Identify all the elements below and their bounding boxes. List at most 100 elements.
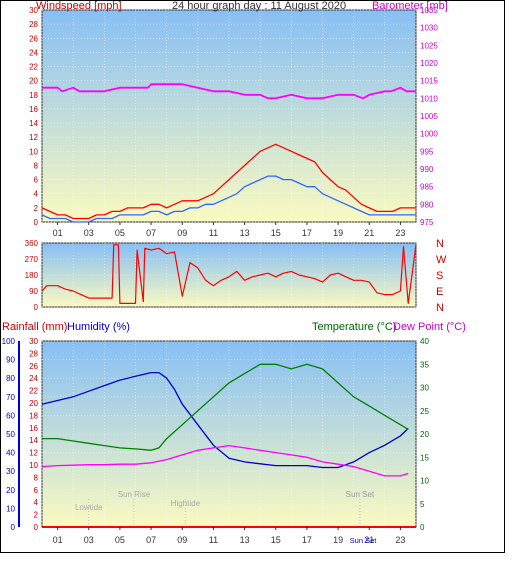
- rainfall-tick-label: 8: [34, 473, 39, 482]
- humidity-tick-label: 30: [6, 467, 15, 476]
- hour-tick-label: 11: [209, 228, 218, 238]
- compass-label: N: [436, 302, 444, 314]
- barometer-series-line: [42, 83, 416, 100]
- barometer-tick-label: 1000: [420, 130, 438, 139]
- barometer-tick-label: 985: [420, 183, 434, 192]
- humidity-axis: 0 10 20 30 40 50 60 70 80 90 100: [2, 337, 16, 532]
- barometer-tick-label: 1030: [420, 24, 438, 33]
- humidity-series-line: [41, 371, 409, 469]
- rainfall-tick-label: 2: [34, 511, 39, 520]
- humidity-tick-label: 100: [2, 337, 16, 346]
- direction-tick-label: 90: [29, 287, 38, 296]
- windspeed-series-line: [41, 143, 416, 220]
- panel-1-series: [41, 83, 416, 223]
- compass-label: E: [436, 286, 443, 298]
- direction-tick-label: 0: [34, 303, 39, 312]
- hour-tick-label: 05: [115, 535, 125, 545]
- temperature-tick-label: 0: [420, 523, 425, 532]
- windspeed-tick-label: 4: [34, 190, 39, 199]
- barometer-axis-label: Barometer [mb]: [372, 0, 448, 12]
- rainfall-tick-label: 22: [29, 387, 38, 396]
- dewpoint-series-line: [41, 444, 409, 477]
- rainfall-tick-label: 20: [29, 399, 38, 408]
- hour-tick-label: 19: [333, 228, 343, 238]
- annotation-label: Hightide: [171, 499, 201, 508]
- compass-label: W: [436, 254, 447, 266]
- temperature-tick-label: 20: [420, 430, 429, 439]
- rainfall-tick-label: 12: [29, 449, 38, 458]
- windspeed-tick-label: 6: [34, 176, 39, 185]
- rainfall-tick-label: 16: [29, 424, 38, 433]
- hour-tick-label: 17: [302, 228, 312, 238]
- rainfall-tick-label: 28: [29, 349, 38, 358]
- windspeed-tick-label: 20: [29, 77, 38, 86]
- humidity-tick-label: 90: [6, 356, 15, 365]
- hour-tick-label: 03: [84, 228, 94, 238]
- rainfall-tick-label: 30: [29, 337, 38, 346]
- temperature-tick-label: 25: [420, 407, 429, 416]
- temperature-series-line: [42, 363, 409, 451]
- windspeed-tick-label: 26: [29, 34, 38, 43]
- compass-label: S: [436, 270, 443, 282]
- panel-2-grid: [41, 242, 417, 308]
- rainfall-tick-label: 14: [29, 436, 38, 445]
- barometer-tick-label: 990: [420, 165, 434, 174]
- windspeed-tick-label: 0: [34, 218, 39, 227]
- hour-tick-label: 19: [333, 535, 343, 545]
- direction-tick-label: 360: [25, 239, 39, 248]
- hour-tick-label: 07: [146, 535, 156, 545]
- barometer-tick-label: 995: [420, 147, 434, 156]
- hour-tick-label: 05: [115, 228, 125, 238]
- hour-tick-label: 13: [240, 228, 250, 238]
- windgust-series-line: [41, 175, 416, 223]
- humidity-tick-label: 60: [6, 411, 15, 420]
- panel-3-series: [41, 363, 416, 528]
- barometer-tick-label: 980: [420, 200, 434, 209]
- rainfall-tick-label: 4: [34, 498, 39, 507]
- hour-tick-label: 11: [209, 535, 218, 545]
- windspeed-tick-label: 18: [29, 91, 38, 100]
- temperature-tick-label: 35: [420, 360, 429, 369]
- temperature-tick-label: 30: [420, 384, 429, 393]
- humidity-axis-label: Humidity (%): [67, 321, 130, 333]
- panel-2-series: [41, 244, 417, 304]
- temperature-tick-label: 5: [420, 500, 425, 509]
- humidity-tick-label: 70: [6, 393, 15, 402]
- hour-tick-label: 01: [53, 535, 63, 545]
- windspeed-tick-label: 28: [29, 20, 38, 29]
- rainfall-tick-label: 6: [34, 486, 39, 495]
- rainfall-tick-label: 18: [29, 411, 38, 420]
- windspeed-tick-label: 2: [34, 204, 39, 213]
- rainfall-tick-label: 0: [34, 523, 39, 532]
- windspeed-tick-label: 30: [29, 6, 38, 15]
- windspeed-tick-label: 24: [29, 48, 38, 57]
- barometer-axis: 975 980 985 990 995 1000 1005 1010 1015 1020 1025 1…: [420, 6, 438, 227]
- hour-tick-label: 03: [84, 535, 94, 545]
- annotation-label: Sun Set: [346, 490, 375, 499]
- temperature-axis: 0 5 10 15 20 25 30 35 40: [420, 337, 429, 532]
- hour-tick-label: 13: [240, 535, 250, 545]
- windspeed-tick-label: 16: [29, 105, 38, 114]
- barometer-tick-label: 1005: [420, 112, 438, 121]
- rainfall-axis-label: Rainfall (mm): [2, 321, 67, 333]
- windspeed-tick-label: 10: [29, 147, 38, 156]
- hour-tick-label: 21: [364, 228, 374, 238]
- humidity-tick-label: 40: [6, 449, 15, 458]
- temperature-tick-label: 40: [420, 337, 429, 346]
- hour-tick-label: 15: [271, 535, 281, 545]
- windspeed-tick-label: 14: [29, 119, 38, 128]
- temperature-tick-label: 15: [420, 453, 429, 462]
- humidity-tick-label: 80: [6, 374, 15, 383]
- humidity-tick-label: 0: [11, 523, 16, 532]
- windspeed-tick-label: 22: [29, 63, 38, 72]
- temperature-axis-label: Temperature (°C): [312, 321, 396, 333]
- barometer-tick-label: 1035: [420, 6, 438, 15]
- hour-tick-label: 23: [395, 228, 405, 238]
- annotation-label: Lowtide: [75, 503, 103, 512]
